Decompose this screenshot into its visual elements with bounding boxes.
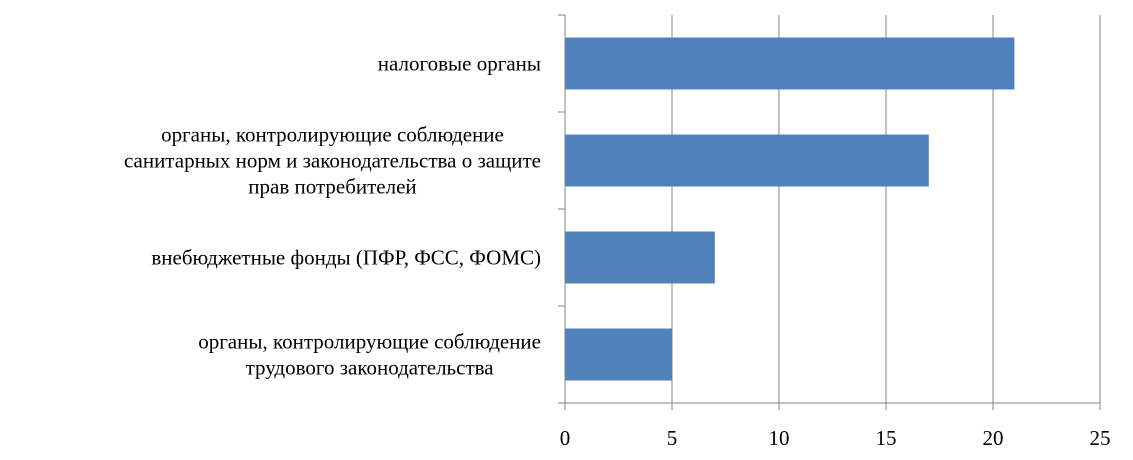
category-label-2-line-0: внебюджетные фонды (ПФР, ФСС, ФОМС) xyxy=(151,246,541,270)
x-tick-label-10: 10 xyxy=(769,426,790,450)
x-tick-label-20: 20 xyxy=(983,426,1004,450)
category-label-1-line-2: прав потребителей xyxy=(248,175,416,199)
category-label-0: налоговые органы xyxy=(378,52,541,76)
bar-2 xyxy=(565,232,715,284)
x-tick-label-0: 0 xyxy=(560,426,571,450)
category-labels: налоговые органы органы, контролирующие с… xyxy=(124,52,541,380)
category-label-2: внебюджетные фонды (ПФР, ФСС, ФОМС) xyxy=(151,246,541,270)
bar-0 xyxy=(565,38,1014,90)
bar-3 xyxy=(565,329,672,381)
category-label-3-line-1: трудового законодательства xyxy=(246,356,495,380)
x-tick-label-25: 25 xyxy=(1090,426,1111,450)
category-label-3-line-0: органы, контролирующие соблюдение xyxy=(198,330,541,354)
category-label-3: органы, контролирующие соблюдение трудово… xyxy=(198,330,541,380)
category-label-1-line-1: санитарных норм и законодательства о защ… xyxy=(124,149,541,173)
category-label-1-line-0: органы, контролирующие соблюдение xyxy=(161,123,504,147)
category-label-1: органы, контролирующие соблюдение санитар… xyxy=(124,123,541,199)
x-tick-label-15: 15 xyxy=(876,426,897,450)
x-tick-label-5: 5 xyxy=(667,426,678,450)
bars xyxy=(565,38,1014,381)
category-label-0-line-0: налоговые органы xyxy=(378,52,541,76)
x-tick-labels: 0 5 10 15 20 25 xyxy=(560,426,1111,450)
bar-1 xyxy=(565,135,929,187)
